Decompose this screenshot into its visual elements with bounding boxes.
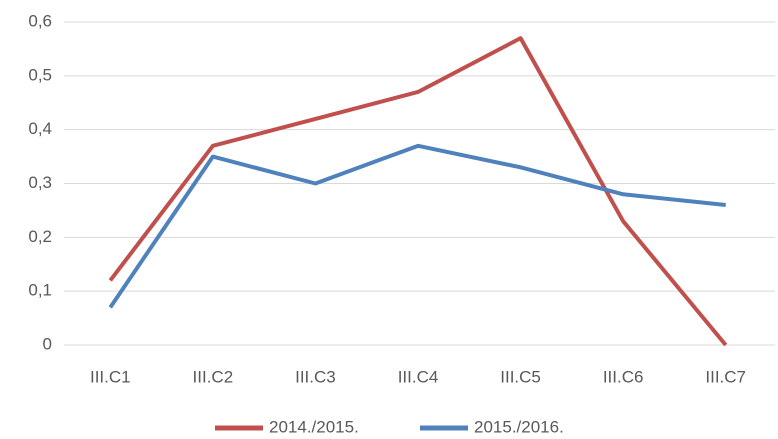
legend-label: 2014./2015. (269, 417, 359, 436)
y-tick-label: 0,5 (28, 65, 52, 84)
x-tick-label: III.C4 (398, 367, 439, 386)
x-tick-label: III.C5 (500, 367, 541, 386)
series-line (108, 143, 726, 309)
series-line (108, 36, 728, 347)
y-tick-label: 0,3 (28, 173, 52, 192)
y-tick-label: 0,4 (28, 119, 52, 138)
legend-label: 2015./2016. (474, 417, 564, 436)
x-tick-label: III.C2 (193, 367, 234, 386)
x-tick-label: III.C6 (603, 367, 644, 386)
x-tick-label: III.C1 (90, 367, 131, 386)
y-tick-label: 0,2 (28, 227, 52, 246)
y-tick-label: 0,6 (28, 11, 52, 30)
x-tick-label: III.C7 (705, 367, 746, 386)
y-tick-label: 0,1 (28, 281, 52, 300)
x-tick-label: III.C3 (295, 367, 336, 386)
y-tick-label: 0 (43, 334, 52, 353)
